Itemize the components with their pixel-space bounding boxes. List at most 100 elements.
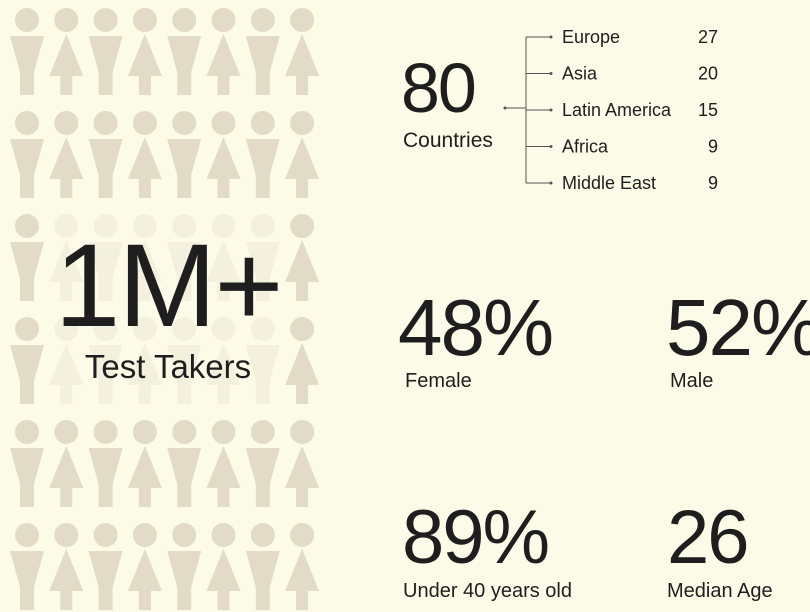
icon-body: [49, 343, 84, 385]
icon-head: [15, 8, 39, 32]
stat-label: Male: [670, 370, 713, 392]
icon-head: [211, 214, 236, 238]
icon-body: [88, 551, 123, 587]
icon-head: [15, 523, 39, 547]
icon-head: [250, 111, 275, 135]
icon-body: [88, 345, 123, 381]
icon-legs: [138, 384, 151, 404]
icon-legs: [98, 174, 113, 198]
tree-dot: [549, 181, 553, 185]
male-icon: [167, 214, 202, 301]
icon-head: [93, 523, 118, 547]
icon-head: [172, 317, 197, 341]
region-name: Middle East: [562, 173, 656, 193]
female-icon: [285, 8, 320, 95]
icon-legs: [177, 483, 192, 507]
icon-head: [172, 111, 197, 135]
icon-legs: [20, 380, 34, 404]
icon-body: [127, 34, 162, 76]
female-icon: [49, 317, 84, 404]
icon-body: [167, 345, 202, 381]
icon-body: [49, 34, 84, 76]
icon-head: [290, 214, 315, 238]
icon-legs: [217, 75, 230, 95]
icon-legs: [60, 75, 73, 95]
icon-body: [127, 343, 162, 385]
male-icon: [10, 214, 44, 301]
people-icons: [10, 8, 320, 610]
male-icon: [245, 214, 280, 301]
male-icon: [10, 420, 44, 507]
icon-legs: [98, 483, 113, 507]
icon-head: [250, 8, 275, 32]
headline-label: Test Takers: [85, 348, 251, 385]
icon-head: [132, 523, 157, 547]
icon-body: [206, 446, 241, 488]
female-icon: [285, 214, 320, 301]
male-icon: [167, 523, 202, 610]
icon-body: [88, 36, 123, 72]
female-icon: [285, 317, 320, 404]
female-icon: [127, 420, 162, 507]
icon-body: [88, 448, 123, 484]
region-list: Europe 27 Asia 20 Latin America 15 Africa 9 Midd…: [526, 27, 718, 193]
icon-body: [88, 139, 123, 175]
icon-legs: [20, 586, 34, 610]
region-count: 20: [698, 64, 718, 84]
icon-legs: [177, 380, 192, 404]
icon-legs: [255, 586, 270, 610]
icon-legs: [138, 590, 151, 610]
icon-legs: [98, 380, 113, 404]
region-name: Latin America: [562, 100, 672, 120]
female-icon: [127, 523, 162, 610]
icon-body: [49, 240, 84, 282]
stat-value: 52%: [666, 283, 810, 372]
stat-label: Median Age: [667, 580, 773, 602]
male-icon: [245, 420, 280, 507]
icon-head: [15, 317, 39, 341]
male-icon: [88, 523, 123, 610]
icon-head: [132, 8, 157, 32]
tree-dot: [549, 145, 553, 148]
icon-body: [245, 345, 280, 381]
icon-body: [206, 240, 241, 282]
female-icon: [206, 8, 241, 95]
icon-body: [167, 551, 202, 587]
icon-head: [172, 214, 197, 238]
female-icon: [127, 8, 162, 95]
tree-dot: [549, 108, 553, 112]
icon-legs: [60, 487, 73, 507]
female-icon: [49, 420, 84, 507]
icon-legs: [138, 281, 151, 301]
icon-legs: [217, 281, 230, 301]
female-icon: [49, 8, 84, 95]
male-icon: [88, 8, 123, 95]
icon-body: [245, 139, 280, 175]
icon-body: [49, 549, 84, 591]
icon-legs: [296, 487, 309, 507]
female-icon: [206, 420, 241, 507]
icon-body: [88, 242, 123, 278]
icon-head: [132, 420, 157, 444]
tree-dot: [549, 72, 553, 75]
icon-body: [127, 446, 162, 488]
icon-legs: [20, 71, 34, 95]
female-icon: [127, 111, 162, 198]
icon-legs: [177, 71, 192, 95]
icon-head: [290, 420, 315, 444]
region-name: Africa: [562, 137, 609, 157]
icon-head: [250, 420, 275, 444]
icon-head: [93, 420, 118, 444]
icon-legs: [20, 483, 34, 507]
icon-head: [290, 111, 315, 135]
icon-legs: [296, 281, 309, 301]
icon-head: [54, 8, 79, 32]
icon-body: [10, 139, 44, 175]
icon-head: [172, 8, 197, 32]
icon-body: [49, 137, 84, 179]
female-icon: [285, 420, 320, 507]
icon-head: [15, 420, 39, 444]
icon-head: [54, 214, 79, 238]
icon-body: [49, 446, 84, 488]
